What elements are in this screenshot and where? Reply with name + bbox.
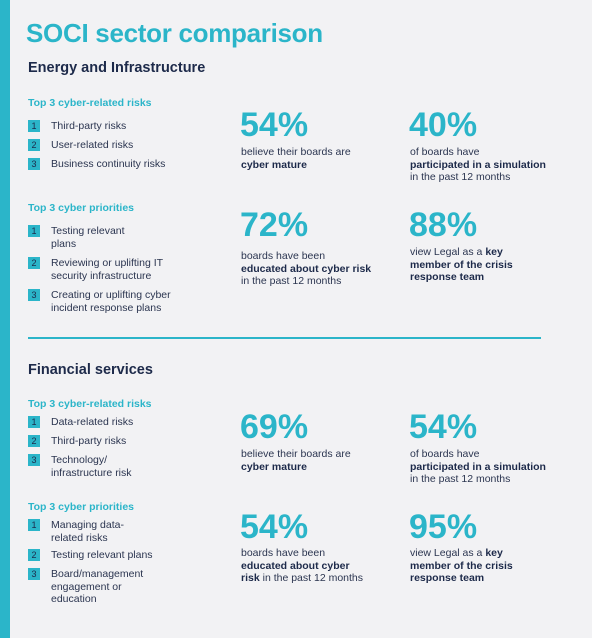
list-item: 1 Data-related risks — [28, 416, 191, 429]
risk-text: Technology/ infrastructure risk — [51, 454, 132, 479]
number-badge: 3 — [28, 289, 40, 301]
number-badge: 1 — [28, 416, 40, 428]
risk-text: Business continuity risks — [51, 158, 166, 170]
number-badge: 1 — [28, 519, 40, 531]
list-item: 2 User-related risks — [28, 139, 191, 152]
stat-description: view Legal as a key member of the crisis… — [410, 246, 513, 283]
priority-text: Board/management engagement or education — [51, 568, 144, 605]
list-item: 2 Testing relevant plans — [28, 549, 191, 562]
stat-description: boards have been educated about cyber ris… — [241, 250, 372, 287]
list-item: 1 Testing relevant plans — [28, 225, 151, 250]
list-item: 3 Creating or uplifting cyber incident r… — [28, 289, 191, 314]
number-badge: 2 — [28, 139, 40, 151]
number-badge: 2 — [28, 257, 40, 269]
accent-side-bar — [0, 0, 10, 638]
stat-value: 95% — [409, 508, 478, 546]
stat-value: 54% — [240, 508, 309, 546]
risk-text: Third-party risks — [51, 120, 127, 132]
list-item: 1 Third-party risks — [28, 120, 191, 133]
priority-text: Testing relevant plans — [51, 225, 125, 250]
stat-description: believe their boards are cyber mature — [241, 448, 351, 473]
list-item: 3 Board/management engagement or educati… — [28, 568, 151, 606]
number-badge: 3 — [28, 158, 40, 170]
risks-heading-energy: Top 3 cyber-related risks — [28, 97, 152, 109]
stat-description: of boards have participated in a simulati… — [410, 146, 546, 183]
list-item: 3 Technology/ infrastructure risk — [28, 454, 151, 479]
stat-description: believe their boards are cyber mature — [241, 146, 351, 171]
number-badge: 1 — [28, 225, 40, 237]
number-badge: 1 — [28, 120, 40, 132]
section-divider — [28, 337, 541, 339]
priority-text: Reviewing or uplifting IT security infra… — [51, 257, 163, 282]
stat-value: 72% — [240, 206, 309, 244]
number-badge: 3 — [28, 568, 40, 580]
stat-value: 54% — [240, 106, 309, 144]
number-badge: 2 — [28, 549, 40, 561]
page-title: SOCI sector comparison — [26, 18, 323, 48]
risk-text: Data-related risks — [51, 416, 134, 428]
list-item: 1 Managing data-related risks — [28, 519, 151, 544]
stat-value: 54% — [409, 408, 478, 446]
stat-description: view Legal as a key member of the crisis… — [410, 547, 513, 584]
priorities-heading-energy: Top 3 cyber priorities — [28, 202, 134, 214]
list-item: 2 Third-party risks — [28, 435, 191, 448]
priority-text: Managing data-related risks — [51, 519, 124, 544]
priority-text: Testing relevant plans — [51, 549, 153, 561]
risks-heading-financial: Top 3 cyber-related risks — [28, 398, 152, 410]
priority-text: Creating or uplifting cyber incident res… — [51, 289, 171, 314]
list-item: 2 Reviewing or uplifting IT security inf… — [28, 257, 191, 282]
section-title-financial: Financial services — [28, 362, 153, 378]
stat-value: 40% — [409, 106, 478, 144]
stat-description: boards have been educated about cyber ri… — [241, 547, 364, 584]
stat-description: of boards have participated in a simulati… — [410, 448, 546, 485]
number-badge: 3 — [28, 454, 40, 466]
priorities-heading-financial: Top 3 cyber priorities — [28, 501, 134, 513]
stat-value: 88% — [409, 206, 478, 244]
number-badge: 2 — [28, 435, 40, 447]
risk-text: Third-party risks — [51, 435, 127, 447]
list-item: 3 Business continuity risks — [28, 158, 191, 171]
stat-value: 69% — [240, 408, 309, 446]
risk-text: User-related risks — [51, 139, 134, 151]
section-title-energy: Energy and Infrastructure — [28, 60, 206, 76]
